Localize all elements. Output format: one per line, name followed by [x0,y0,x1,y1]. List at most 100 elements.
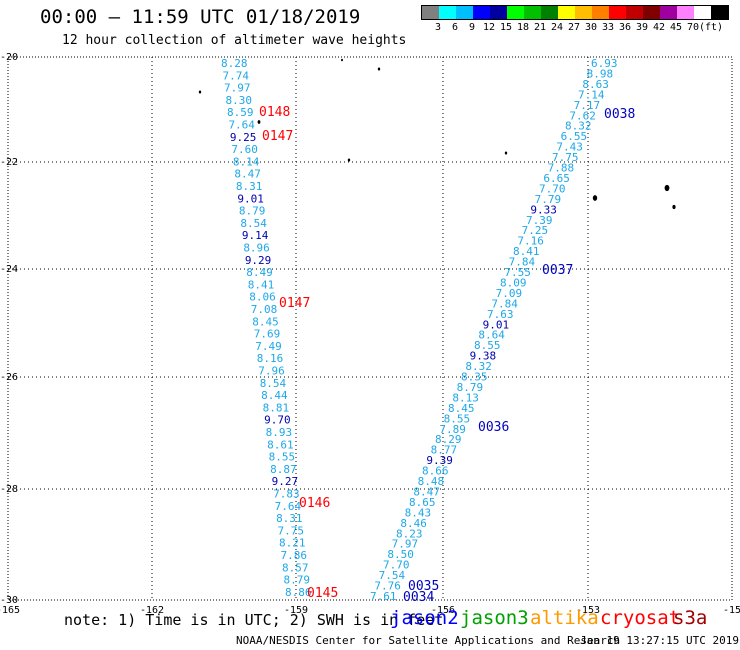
color-scale-label: 6 [451,22,459,33]
swh-value-right: 7.62 [569,109,596,122]
swh-value-right: 7.14 [578,88,605,101]
swh-value-right: 9.01 [483,318,510,331]
swh-value-left: 9.01 [237,192,263,205]
swh-value-left: 8.31 [236,180,263,193]
color-scale-bar [421,5,729,20]
swh-value-left: 8.28 [221,57,248,70]
island [341,58,343,62]
color-swatch [609,6,626,19]
legend-altika: altika [530,607,599,629]
swh-value-left: 7.74 [222,69,249,82]
map-frame [7,56,733,601]
color-scale-labels: 3 6 9 12 15 18 21 24 27 30 33 36 39 42 45 70 (ft) [421,20,729,34]
color-scale-label: 42 [652,22,666,33]
island [198,90,202,94]
color-scale-label: (ft) [699,22,724,33]
color-scale-label: 30 [584,22,598,33]
swh-value-left: 7.96 [258,365,285,378]
swh-value-left: 9.27 [272,475,299,488]
color-swatch [439,6,456,19]
swh-value-right: 7.88 [548,162,575,175]
chart-title: 00:00 – 11:59 UTC 01/18/2019 [40,6,361,28]
color-swatch [524,6,541,19]
swh-value-right: 8.48 [418,475,445,488]
swh-value-right: 8.46 [400,517,427,530]
swh-value-left: 8.81 [263,401,290,414]
legend-cryosat: cryosat [600,607,681,629]
time-label-left: 0147 [279,296,310,311]
swh-value-left: 8.79 [284,574,311,587]
swh-value-right: 8.41 [513,245,540,258]
color-swatch [643,6,660,19]
swh-value-right: 8.35 [461,371,488,384]
color-swatch [626,6,643,19]
time-label-right: 0036 [478,420,509,435]
color-swatch [558,6,575,19]
color-swatch [592,6,609,19]
swh-value-left: 8.31 [276,512,303,525]
swh-value-right: 7.61 [370,590,397,603]
swh-value-right: 8.29 [435,433,462,446]
swh-value-right: 6.65 [543,172,570,185]
latitude-label: -26 [0,372,18,383]
color-swatch [422,6,439,19]
footer-credit: NOAA/NESDIS Center for Satellite Applica… [236,634,621,647]
time-label-left: 0147 [262,129,293,144]
legend-s3a: s3a [673,607,708,629]
swh-value-right: 8.23 [396,527,423,540]
color-scale-label: 15 [499,22,513,33]
swh-value-right: 7.89 [439,423,466,436]
swh-value-left: 7.69 [254,328,281,341]
footer-timestamp: Jan 19 13:27:15 UTC 2019 [580,634,739,647]
swh-value-left: 8.30 [225,94,252,107]
time-label-right: 0034 [403,590,434,605]
swh-value-right: 7.25 [522,224,549,237]
swh-value-right: 8.55 [444,412,471,425]
island [377,67,381,71]
swh-value-right: 6.93 [591,57,618,70]
swh-value-right: 8.77 [431,444,458,457]
swh-value-left: 7.08 [251,303,278,316]
color-scale-label: 12 [482,22,496,33]
island [592,195,598,201]
swh-value-left: 8.55 [269,451,296,464]
swh-value-left: 7.97 [224,82,251,95]
legend-jason3: jason3 [460,607,529,629]
swh-value-right: 7.43 [556,141,583,154]
swh-value-right: 7.84 [509,256,536,269]
color-swatch [490,6,507,19]
swh-value-left: 7.64 [275,500,302,513]
color-scale-label: 33 [601,22,615,33]
swh-value-right: 8.45 [448,402,475,415]
swh-value-left: 8.54 [260,377,287,390]
chart-subtitle: 12 hour collection of altimeter wave hei… [62,33,407,48]
swh-value-left: 8.87 [270,463,297,476]
swh-value-left: 7.86 [281,549,308,562]
time-label-right: 0038 [604,107,635,122]
color-swatch [473,6,490,19]
longitude-label: -15 [723,605,740,616]
swh-value-right: 7.17 [574,99,601,112]
color-swatch [456,6,473,19]
swh-value-left: 8.57 [282,561,309,574]
swh-value-right: 8.66 [422,465,449,478]
swh-value-right: 7.84 [491,297,518,310]
swh-value-right: 7.75 [552,151,579,164]
time-label-left: 0145 [307,586,338,601]
island [672,204,676,210]
color-swatch [711,6,728,19]
swh-value-right: 9.33 [530,203,557,216]
swh-value-left: 9.29 [245,254,272,267]
swh-value-right: 8.32 [465,360,492,373]
color-scale-label: 24 [550,22,564,33]
swh-value-right: 8.64 [478,329,505,342]
swh-value-right: 6.55 [561,130,588,143]
swh-value-left: 8.54 [240,217,267,230]
swh-value-right: 7.97 [392,538,419,551]
swh-value-right: 9.38 [470,350,497,363]
color-scale-label: 70 [686,22,700,33]
swh-value-right: 7.76 [374,580,401,593]
color-scale-label: 18 [516,22,530,33]
swh-value-right: 7.54 [379,569,406,582]
swh-value-left: 8.45 [252,315,278,328]
